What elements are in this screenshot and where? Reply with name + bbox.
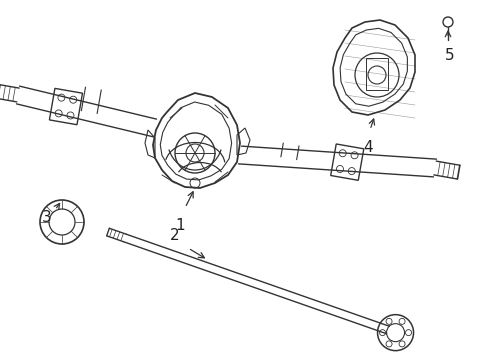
Text: 5: 5 (445, 48, 455, 63)
Text: 4: 4 (363, 140, 373, 155)
Text: 2: 2 (170, 228, 180, 243)
Text: 1: 1 (175, 218, 185, 233)
Text: 3: 3 (42, 210, 52, 225)
